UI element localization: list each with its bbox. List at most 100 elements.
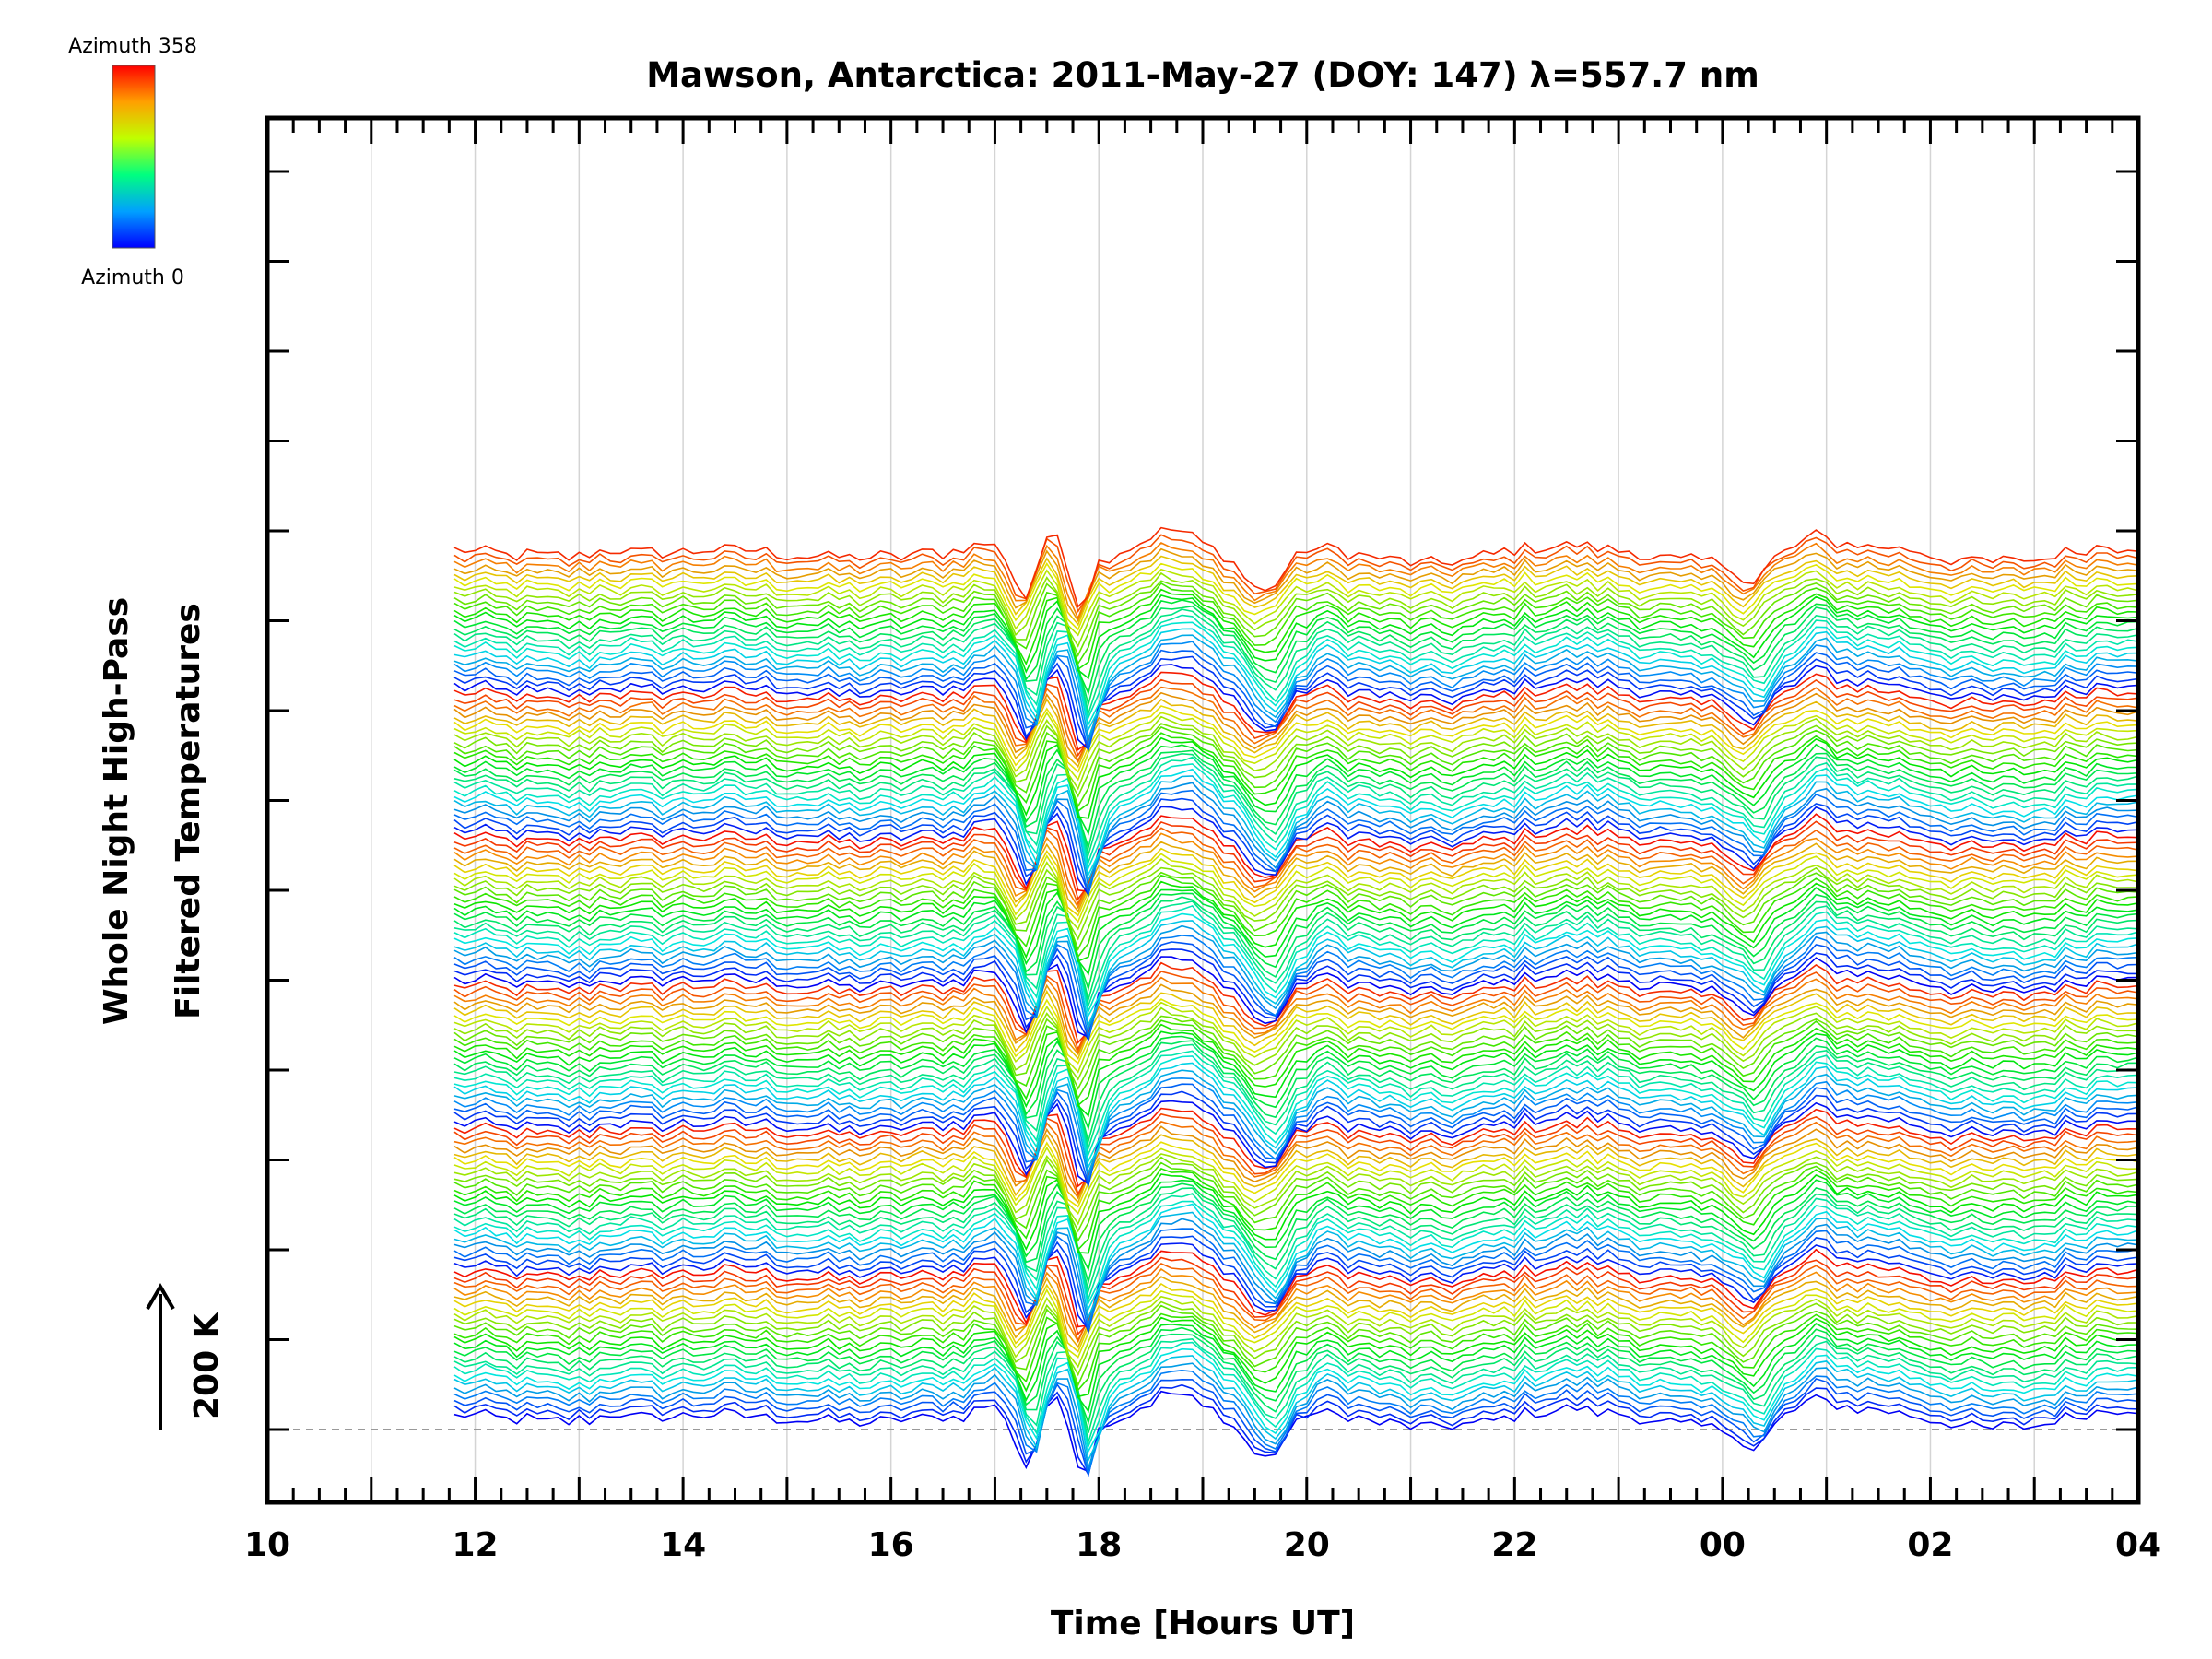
x-tick-label: 22 xyxy=(1491,1526,1537,1564)
colorbar-gradient xyxy=(112,65,156,249)
series-line xyxy=(453,614,2138,721)
series-line xyxy=(453,756,2138,865)
series-line xyxy=(453,555,2138,627)
x-tick-label: 00 xyxy=(1700,1526,1746,1564)
series-line xyxy=(453,628,2138,732)
series-line xyxy=(453,1182,2138,1285)
series-line xyxy=(453,763,2138,871)
series-line xyxy=(453,1337,2138,1445)
series-line xyxy=(453,1100,2138,1186)
series-line xyxy=(453,1282,2138,1353)
series-line xyxy=(453,976,2138,1054)
series-line xyxy=(453,1263,2138,1343)
series-line xyxy=(453,1369,2138,1474)
series-line xyxy=(453,752,2138,858)
series-line xyxy=(453,1001,2138,1074)
x-tick-label: 02 xyxy=(1907,1526,1953,1564)
series-line xyxy=(453,1322,2138,1414)
series-line xyxy=(453,924,2138,1032)
series-line xyxy=(453,832,2138,910)
series-line xyxy=(453,1203,2138,1312)
series-line xyxy=(453,941,2138,1041)
colorbar-bottom-label: Azimuth 0 xyxy=(81,266,184,289)
series-line xyxy=(453,655,2138,752)
series-line xyxy=(453,1218,2138,1327)
series-line xyxy=(453,1141,2138,1208)
series-line xyxy=(453,698,2138,769)
series-line xyxy=(453,880,2138,962)
series-line xyxy=(453,1312,2138,1392)
series-line xyxy=(453,534,2138,613)
series-line xyxy=(453,1083,2138,1187)
y-axis-title-line2: Filtered Temperatures xyxy=(170,603,207,1019)
series-line xyxy=(453,1062,2138,1170)
x-tick-label: 18 xyxy=(1076,1526,1122,1564)
series-line xyxy=(453,605,2138,708)
colorbar: Azimuth 358 Azimuth 0 xyxy=(68,35,197,289)
series-line xyxy=(453,1211,2138,1321)
series-line xyxy=(453,874,2138,959)
series-line xyxy=(453,1069,2138,1176)
x-tick-label: 16 xyxy=(868,1526,914,1564)
series-line xyxy=(453,904,2138,1014)
series-line xyxy=(453,743,2138,836)
series-line xyxy=(453,948,2138,1042)
series-line xyxy=(453,871,2138,952)
series-line xyxy=(453,1156,2138,1233)
series-line xyxy=(453,1107,2138,1188)
series-line xyxy=(453,806,2138,897)
series-line xyxy=(453,1362,2138,1471)
scale-bar-label: 200 K xyxy=(188,1312,226,1419)
series-line xyxy=(453,956,2138,1039)
series-line xyxy=(453,1030,2138,1118)
series-line xyxy=(453,711,2138,782)
series-line xyxy=(453,634,2138,741)
series-line xyxy=(453,1050,2138,1158)
series-line xyxy=(453,847,2138,917)
series-line xyxy=(453,1161,2138,1242)
series-line xyxy=(453,1153,2138,1226)
series-line xyxy=(453,1015,2138,1090)
series-line xyxy=(453,1043,2138,1151)
series-line xyxy=(453,1187,2138,1294)
series-line xyxy=(453,1055,2138,1164)
series-line xyxy=(453,664,2138,751)
series-line xyxy=(453,1326,2138,1426)
x-tick-label: 12 xyxy=(453,1526,499,1564)
series-line xyxy=(453,732,2138,813)
series-line xyxy=(453,820,2138,901)
series-line xyxy=(453,896,2138,1003)
series-line xyxy=(453,1173,2138,1254)
series-line xyxy=(453,749,2138,851)
series-line xyxy=(453,726,2138,808)
series-line xyxy=(453,797,2138,897)
series-line xyxy=(453,1295,2138,1369)
series-line xyxy=(453,775,2138,883)
series-line xyxy=(453,526,2138,608)
series-line xyxy=(453,1355,2138,1463)
series-line xyxy=(453,621,2138,727)
series-line xyxy=(453,1248,2138,1328)
series-line xyxy=(453,1347,2138,1453)
series-line xyxy=(453,1179,2138,1272)
series-line xyxy=(453,813,2138,893)
series-line xyxy=(453,1288,2138,1359)
series-line xyxy=(453,853,2138,924)
series-line xyxy=(453,998,2138,1065)
colorbar-top-label: Azimuth 358 xyxy=(68,35,197,58)
series-line xyxy=(453,671,2138,751)
series-line xyxy=(453,1035,2138,1131)
x-tick-label: 14 xyxy=(660,1526,706,1564)
series-line xyxy=(453,961,2138,1044)
series-line xyxy=(453,789,2138,898)
series-line xyxy=(453,1023,2138,1107)
series-line xyxy=(453,588,2138,671)
series-line xyxy=(453,1304,2138,1387)
chart-title: Mawson, Antarctica: 2011-May-27 (DOY: 14… xyxy=(646,55,1759,95)
series-line xyxy=(453,691,2138,764)
series-line xyxy=(453,571,2138,648)
series-line xyxy=(453,1040,2138,1145)
series-line xyxy=(453,1228,2138,1331)
series-line xyxy=(453,866,2138,941)
